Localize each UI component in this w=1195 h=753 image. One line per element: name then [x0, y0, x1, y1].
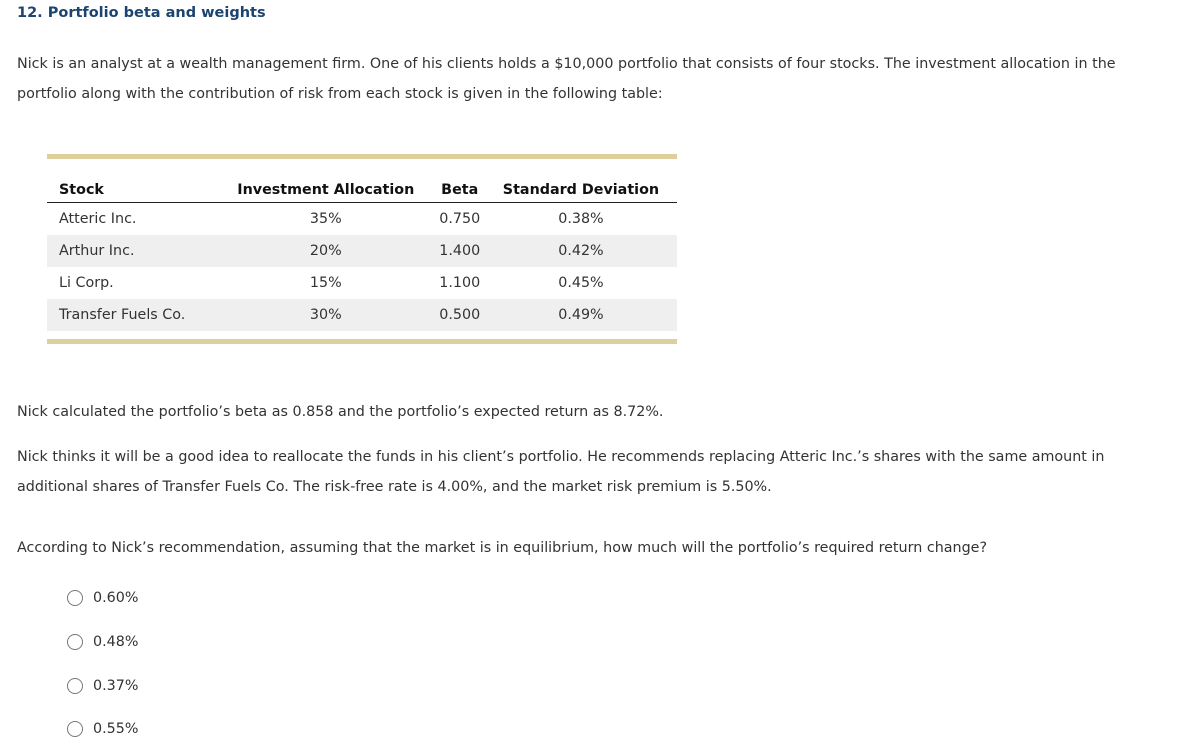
radio-icon[interactable]	[67, 721, 83, 737]
cell-std-dev: 0.45%	[558, 275, 604, 291]
table-row: Atteric Inc. 35% 0.750 0.38%	[47, 203, 677, 236]
cell-stock: Transfer Fuels Co.	[47, 299, 218, 331]
intro-paragraph: Nick is an analyst at a wealth managemen…	[17, 56, 1116, 102]
option-label: 0.55%	[93, 721, 139, 737]
cell-std-dev: 0.49%	[484, 299, 677, 331]
cell-beta: 1.400	[434, 235, 485, 267]
spacer-cell	[47, 331, 677, 342]
option-label: 0.60%	[93, 590, 139, 606]
beta-paragraph: Nick calculated the portfolio’s beta as …	[17, 404, 664, 420]
option-3[interactable]: 0.55%	[67, 721, 138, 737]
cell-beta: 0.500	[434, 299, 485, 331]
cell-allocation: 20%	[217, 235, 435, 267]
cell-std-dev: 0.42%	[484, 235, 677, 267]
stock-table: Stock Investment Allocation Beta Standar…	[47, 154, 677, 344]
table-row: Transfer Fuels Co. 30% 0.500 0.49%	[47, 299, 677, 331]
option-label: 0.48%	[93, 634, 139, 650]
radio-icon[interactable]	[67, 634, 83, 650]
cell-std-dev: 0.38%	[558, 211, 604, 227]
cell-allocation: 35%	[309, 211, 342, 227]
question-text: According to Nick’s recommendation, assu…	[17, 540, 988, 556]
header-std-dev: Standard Deviation	[484, 156, 677, 203]
radio-icon[interactable]	[67, 678, 83, 694]
cell-stock: Atteric Inc.	[59, 211, 137, 227]
header-stock: Stock	[47, 156, 218, 203]
table-spacer	[47, 331, 677, 342]
cell-allocation: 15%	[309, 275, 342, 291]
cell-allocation: 30%	[217, 299, 435, 331]
table-row: Li Corp. 15% 1.100 0.45%	[47, 267, 677, 299]
option-label: 0.37%	[93, 678, 139, 694]
question-title: 12. Portfolio beta and weights	[17, 5, 266, 21]
header-allocation: Investment Allocation	[217, 156, 435, 203]
option-1[interactable]: 0.48%	[67, 634, 138, 650]
cell-beta: 0.750	[439, 211, 481, 227]
cell-beta: 1.100	[439, 275, 481, 291]
radio-icon[interactable]	[67, 590, 83, 606]
table-row: Arthur Inc. 20% 1.400 0.42%	[47, 235, 677, 267]
header-beta: Beta	[434, 156, 485, 203]
option-2[interactable]: 0.37%	[67, 678, 138, 694]
option-0[interactable]: 0.60%	[67, 590, 138, 606]
cell-stock: Li Corp.	[59, 275, 114, 291]
cell-stock: Arthur Inc.	[47, 235, 218, 267]
table-header-row: Stock Investment Allocation Beta Standar…	[47, 156, 677, 203]
recommendation-paragraph: Nick thinks it will be a good idea to re…	[17, 449, 1105, 495]
